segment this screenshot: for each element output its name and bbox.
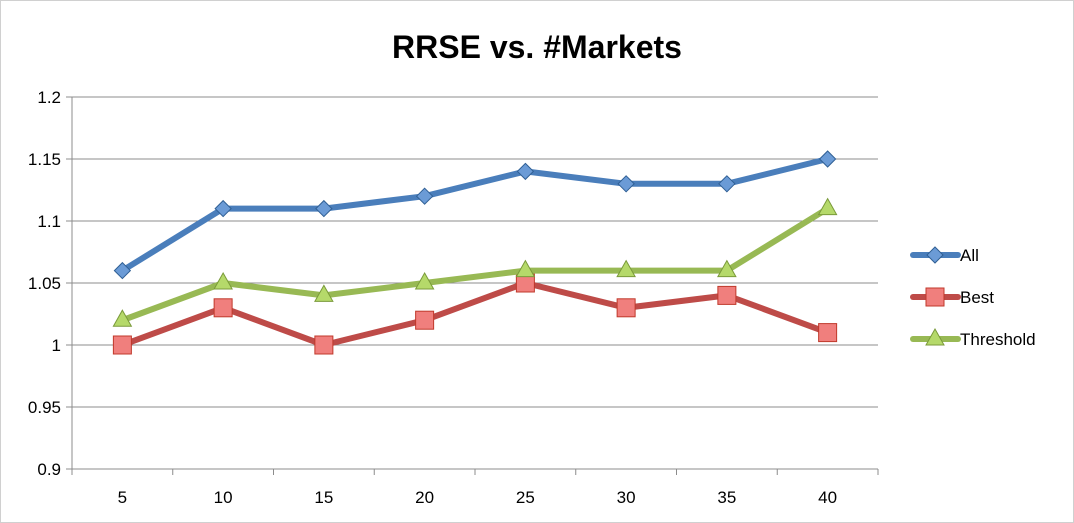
data-point-all: [516, 162, 535, 181]
data-point-threshold: [717, 259, 737, 278]
legend-item-all: All: [910, 246, 979, 265]
legend-swatch-marker: [925, 287, 945, 307]
x-tick-label: 5: [118, 488, 127, 507]
data-point-threshold: [112, 309, 133, 327]
data-point-all: [214, 199, 232, 218]
x-tick-label: 25: [516, 488, 535, 507]
legend-item-threshold: Threshold: [910, 327, 1036, 349]
data-point-threshold: [817, 197, 838, 216]
y-tick-label: 1: [52, 336, 61, 355]
x-tick-label: 30: [617, 488, 636, 507]
legend-swatch-marker: [925, 327, 945, 346]
data-point-best: [616, 298, 636, 318]
series-threshold: [112, 197, 838, 327]
legend-label: Best: [960, 288, 994, 307]
data-point-all: [113, 261, 132, 280]
series-line-threshold: [119, 205, 831, 324]
x-tick-labels: 5 10 15 20 25 30 35 40: [118, 488, 837, 507]
x-tick-label: 35: [717, 488, 736, 507]
legend-swatch-marker: [926, 246, 944, 264]
series-line-best: [119, 280, 831, 348]
series-group: [112, 150, 838, 355]
data-point-best: [415, 310, 435, 330]
series-all: [113, 150, 837, 280]
y-tick-labels: 0.9 0.95 1 1.05 1.1 1.15 1.2: [28, 88, 61, 479]
data-point-threshold: [414, 271, 435, 290]
y-tick-label: 1.1: [37, 212, 61, 231]
legend-label: Threshold: [960, 330, 1036, 349]
data-point-best: [314, 335, 334, 355]
data-point-best: [818, 323, 838, 343]
data-point-threshold: [616, 259, 636, 278]
legend-label: All: [960, 246, 979, 265]
data-point-all: [818, 150, 837, 168]
legend: All Best Threshold: [910, 246, 1036, 349]
y-tick-label: 1.05: [28, 274, 61, 293]
data-point-best: [112, 335, 132, 355]
x-tick-label: 40: [818, 488, 837, 507]
data-point-threshold: [213, 271, 233, 290]
x-tick-label: 10: [214, 488, 233, 507]
y-tick-label: 1.15: [28, 150, 61, 169]
gridlines: [72, 96, 878, 408]
x-tick-label: 15: [314, 488, 333, 507]
axes: [66, 96, 879, 475]
x-tick-label: 20: [415, 488, 434, 507]
y-tick-label: 0.9: [37, 460, 61, 479]
y-tick-label: 1.2: [37, 88, 61, 107]
data-point-threshold: [515, 259, 536, 278]
series-line-all: [119, 156, 831, 274]
legend-item-best: Best: [910, 287, 994, 307]
data-point-all: [718, 175, 736, 193]
data-point-all: [315, 199, 333, 218]
data-point-all: [617, 175, 635, 193]
data-point-all: [415, 187, 434, 205]
y-tick-label: 0.95: [28, 398, 61, 417]
data-point-threshold: [314, 284, 334, 302]
data-point-best: [213, 298, 233, 318]
series-best: [112, 273, 838, 355]
data-point-best: [717, 285, 737, 305]
chart-title: RRSE vs. #Markets: [392, 29, 682, 65]
